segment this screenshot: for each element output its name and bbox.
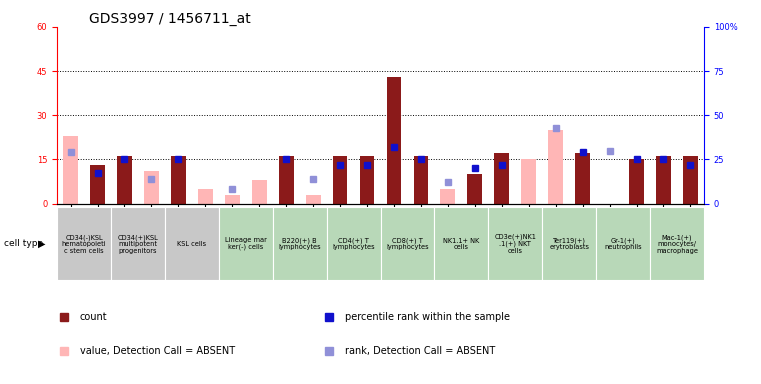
Text: CD34(+)KSL
multipotent
progenitors: CD34(+)KSL multipotent progenitors: [117, 234, 158, 253]
Bar: [387, 77, 401, 204]
Text: percentile rank within the sample: percentile rank within the sample: [345, 312, 510, 322]
Bar: [90, 165, 105, 204]
Bar: [333, 156, 348, 204]
Bar: [435, 207, 489, 280]
Bar: [467, 174, 482, 204]
Bar: [272, 207, 326, 280]
Bar: [413, 156, 428, 204]
Bar: [306, 195, 320, 204]
Text: cell type: cell type: [4, 239, 43, 248]
Bar: [57, 207, 111, 280]
Bar: [489, 207, 542, 280]
Bar: [117, 156, 132, 204]
Bar: [111, 207, 165, 280]
Bar: [279, 156, 294, 204]
Text: Ter119(+)
erytroblasts: Ter119(+) erytroblasts: [549, 237, 589, 250]
Bar: [326, 207, 380, 280]
Bar: [144, 171, 159, 204]
Bar: [360, 156, 374, 204]
Text: ▶: ▶: [38, 239, 46, 249]
Text: CD3e(+)NK1
.1(+) NKT
cells: CD3e(+)NK1 .1(+) NKT cells: [495, 234, 537, 254]
Text: CD34(-)KSL
hematopoieti
c stem cells: CD34(-)KSL hematopoieti c stem cells: [62, 234, 107, 253]
Bar: [63, 136, 78, 204]
Bar: [252, 180, 266, 204]
Bar: [219, 207, 272, 280]
Bar: [495, 154, 509, 204]
Text: B220(+) B
lymphocytes: B220(+) B lymphocytes: [279, 237, 321, 250]
Text: GDS3997 / 1456711_at: GDS3997 / 1456711_at: [90, 12, 251, 26]
Bar: [198, 189, 213, 204]
Text: KSL cells: KSL cells: [177, 241, 206, 247]
Text: count: count: [80, 312, 107, 322]
Text: value, Detection Call = ABSENT: value, Detection Call = ABSENT: [80, 346, 235, 356]
Bar: [380, 207, 435, 280]
Bar: [650, 207, 704, 280]
Text: NK1.1+ NK
cells: NK1.1+ NK cells: [443, 238, 479, 250]
Text: Lineage mar
ker(-) cells: Lineage mar ker(-) cells: [224, 237, 266, 250]
Bar: [165, 207, 219, 280]
Bar: [543, 207, 596, 280]
Text: CD8(+) T
lymphocytes: CD8(+) T lymphocytes: [386, 237, 428, 250]
Text: Gr-1(+)
neutrophils: Gr-1(+) neutrophils: [604, 237, 642, 250]
Bar: [171, 156, 186, 204]
Text: rank, Detection Call = ABSENT: rank, Detection Call = ABSENT: [345, 346, 495, 356]
Bar: [683, 156, 698, 204]
Bar: [629, 159, 644, 204]
Bar: [575, 154, 590, 204]
Bar: [441, 189, 455, 204]
Bar: [224, 195, 240, 204]
Bar: [548, 130, 563, 204]
Bar: [656, 156, 671, 204]
Bar: [521, 159, 537, 204]
Bar: [596, 207, 650, 280]
Text: Mac-1(+)
monocytes/
macrophage: Mac-1(+) monocytes/ macrophage: [656, 234, 698, 253]
Text: CD4(+) T
lymphocytes: CD4(+) T lymphocytes: [333, 237, 375, 250]
